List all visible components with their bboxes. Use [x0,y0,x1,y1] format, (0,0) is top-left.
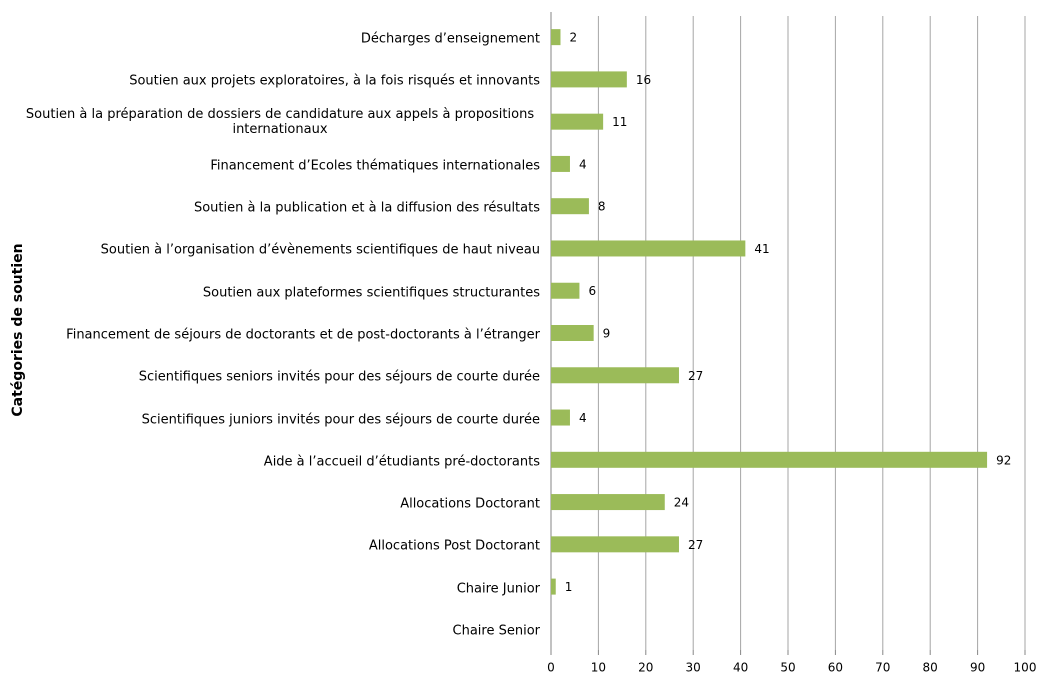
x-tick-label: 70 [875,661,890,675]
data-label: 6 [588,284,596,298]
x-tick-label: 100 [1014,661,1037,675]
y-tick-label: Allocations Post Doctorant [368,538,540,554]
bar [551,409,570,426]
category-label-box: Chaire Junior [20,577,540,596]
data-label: 9 [603,327,611,341]
data-label: 1 [565,580,573,594]
category-label-box: Financement d’Ecoles thématiques interna… [20,154,540,173]
category-label-box: Allocations Doctorant [20,493,540,512]
data-label: 16 [636,73,651,87]
data-label: 27 [688,538,703,552]
category-label-box: Financement de séjours de doctorants et … [20,324,540,343]
category-label-box: Chaire Senior [20,619,540,638]
data-label: 8 [598,200,606,214]
y-tick-label: Soutien à la préparation de dossiers de … [25,106,535,137]
category-label-box: Soutien à la publication et à la diffusi… [20,197,540,216]
y-tick-label: Décharges d’enseignement [360,31,540,47]
y-tick-label: Soutien aux plateformes scientifiques st… [202,285,540,301]
y-tick-label: Soutien à la publication et à la diffusi… [193,200,540,216]
bar [551,198,589,215]
y-tick-label: Chaire Senior [452,623,540,639]
bar [551,71,627,88]
bar [551,451,988,468]
x-tick-label: 20 [638,661,653,675]
x-tick-label: 40 [733,661,748,675]
data-label: 4 [579,411,587,425]
bar [551,282,580,299]
category-label-box: Soutien à la préparation de dossiers de … [20,107,540,137]
y-tick-label: Scientifiques juniors invités pour des s… [141,412,540,428]
bar [551,494,665,511]
x-tick-label: 60 [828,661,843,675]
category-label-box: Décharges d’enseignement [20,28,540,47]
data-label: 2 [569,31,577,45]
bar [551,155,570,172]
category-label-box: Allocations Post Doctorant [20,535,540,554]
y-tick-label: Allocations Doctorant [400,496,540,512]
y-tick-label: Chaire Junior [456,581,540,597]
category-label-box: Aide à l’accueil d’étudiants pré-doctora… [20,450,540,469]
y-tick-label: Aide à l’accueil d’étudiants pré-doctora… [263,454,540,470]
category-label-box: Soutien aux plateformes scientifiques st… [20,281,540,300]
bar [551,29,561,46]
category-label-box: Soutien aux projets exploratoires, à la … [20,70,540,89]
x-tick-label: 90 [970,661,985,675]
data-label: 41 [754,242,769,256]
bar [551,325,594,341]
y-tick-label: Scientifiques seniors invités pour des s… [138,369,540,385]
bar [551,367,679,384]
y-tick-label: Financement d’Ecoles thématiques interna… [210,158,540,174]
bar [551,578,556,595]
x-tick-label: 50 [780,661,795,675]
category-label-box: Soutien à l’organisation d’évènements sc… [20,239,540,258]
data-label: 4 [579,157,587,171]
category-label-box: Scientifiques juniors invités pour des s… [20,408,540,427]
x-tick-label: 0 [547,661,555,675]
y-tick-label: Financement de séjours de doctorants et … [66,327,540,343]
data-label: 24 [674,496,689,510]
x-tick-label: 10 [591,661,606,675]
category-label-box: Scientifiques seniors invités pour des s… [20,366,540,385]
bar [551,536,679,553]
data-label: 92 [996,453,1011,467]
bar [551,113,604,130]
y-axis-title: Catégories de soutien [10,243,26,416]
y-tick-label: Soutien à l’organisation d’évènements sc… [100,242,540,258]
bar [551,240,746,257]
x-tick-label: 30 [686,661,701,675]
data-label: 27 [688,369,703,383]
y-tick-label: Soutien aux projets exploratoires, à la … [129,73,540,89]
data-label: 11 [612,115,627,129]
x-tick-label: 80 [923,661,938,675]
